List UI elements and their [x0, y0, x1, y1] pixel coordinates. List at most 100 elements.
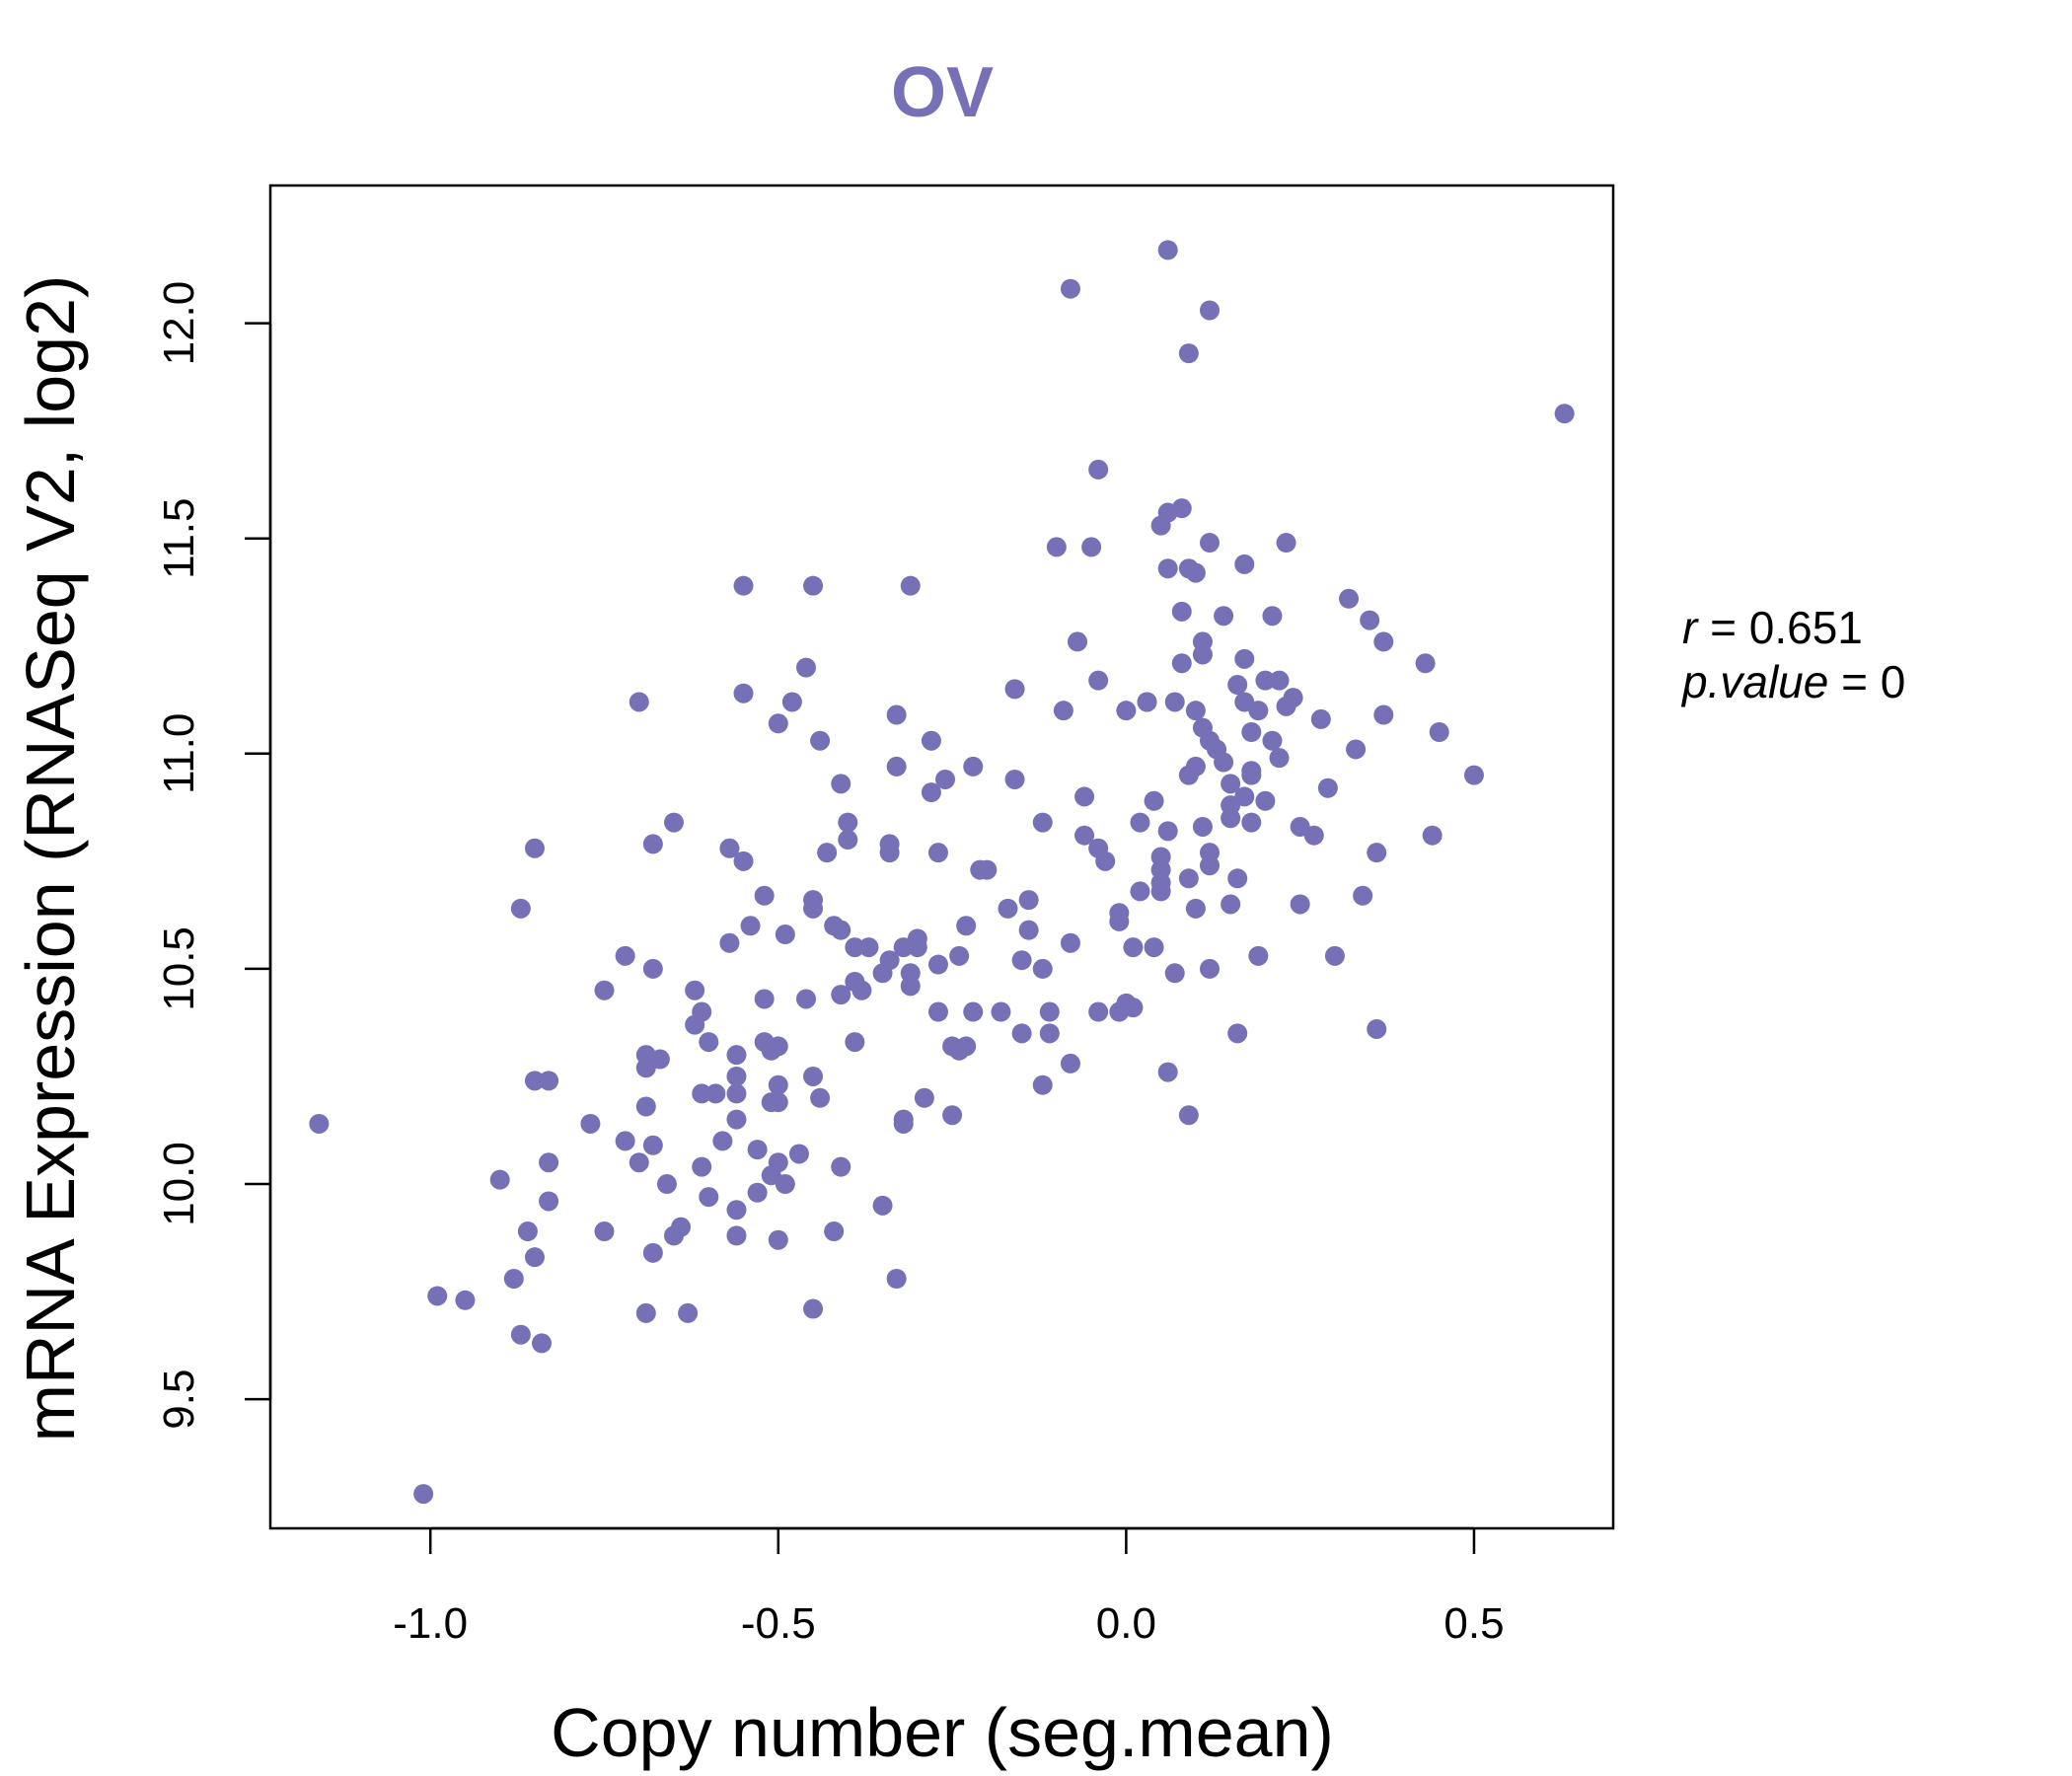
data-point	[1360, 610, 1380, 630]
data-point	[524, 1071, 545, 1091]
data-point	[942, 1105, 963, 1126]
data-point	[594, 980, 615, 1000]
data-point	[510, 898, 531, 919]
data-point	[664, 812, 685, 833]
data-point	[845, 937, 865, 958]
data-point	[838, 830, 858, 851]
data-point	[1123, 998, 1144, 1018]
data-point	[803, 898, 824, 919]
data-point	[1276, 533, 1296, 554]
data-point	[879, 843, 900, 863]
data-point	[726, 1225, 747, 1246]
data-point	[726, 1200, 747, 1221]
data-point	[1032, 958, 1053, 979]
y-tick-label: 12.0	[155, 281, 203, 366]
data-point	[1373, 704, 1394, 725]
data-point	[768, 1152, 788, 1173]
data-point	[642, 834, 663, 854]
data-point	[1088, 670, 1109, 691]
data-point	[740, 916, 761, 936]
data-point	[656, 1174, 677, 1195]
data-point	[1157, 240, 1178, 260]
data-point	[1262, 730, 1283, 751]
data-point	[1192, 644, 1213, 665]
data-point	[1214, 752, 1234, 773]
data-point	[1164, 963, 1185, 984]
data-point	[692, 1156, 712, 1177]
data-point	[900, 976, 921, 997]
data-point	[817, 843, 838, 863]
data-point	[1130, 812, 1150, 833]
data-point	[733, 575, 754, 596]
data-point	[580, 1113, 601, 1134]
data-point	[1053, 701, 1073, 721]
data-point	[886, 1268, 907, 1289]
data-point	[1011, 1023, 1032, 1044]
data-point	[503, 1268, 524, 1289]
data-point	[1032, 1074, 1053, 1095]
y-tick-label: 11.5	[155, 498, 203, 579]
data-point	[615, 1131, 635, 1151]
p-value-symbol: p.value	[1680, 656, 1828, 707]
data-point	[754, 885, 775, 906]
y-tick-label: 11.0	[155, 713, 203, 794]
data-point	[733, 851, 754, 871]
data-point	[642, 1242, 663, 1263]
data-point	[1463, 765, 1484, 785]
data-point	[1554, 404, 1575, 424]
data-point	[705, 1083, 726, 1104]
data-point	[635, 1302, 656, 1323]
data-point	[775, 925, 795, 945]
data-point	[831, 920, 851, 940]
data-point	[963, 756, 984, 777]
data-point	[699, 1032, 719, 1053]
data-point	[1283, 688, 1303, 708]
data-point	[1157, 558, 1178, 579]
data-point	[893, 1109, 914, 1130]
data-point	[1150, 859, 1171, 880]
data-point	[510, 1324, 531, 1345]
data-point	[1157, 821, 1178, 842]
data-point	[803, 575, 824, 596]
data-point	[1241, 812, 1262, 833]
data-point	[927, 954, 948, 975]
data-point	[998, 898, 1018, 919]
data-point	[1227, 1023, 1248, 1044]
data-point	[1303, 825, 1324, 846]
data-point	[1164, 692, 1185, 712]
data-point	[1068, 631, 1088, 652]
data-point	[594, 1221, 615, 1242]
data-point	[1422, 825, 1443, 846]
data-point	[838, 812, 858, 833]
data-point	[1353, 885, 1373, 906]
data-point	[1018, 920, 1039, 940]
data-point	[1199, 855, 1220, 876]
data-point	[810, 730, 831, 751]
data-point	[921, 782, 941, 803]
data-point	[927, 843, 948, 863]
r-value: 0.651	[1749, 602, 1863, 653]
data-point	[719, 932, 740, 953]
data-point	[851, 980, 872, 1000]
data-point	[1185, 562, 1206, 583]
data-point	[1150, 881, 1171, 902]
data-point	[1221, 808, 1241, 829]
data-point	[532, 1333, 553, 1354]
data-point	[768, 1036, 788, 1057]
data-point	[907, 928, 927, 949]
data-point	[1367, 843, 1387, 863]
data-point	[1074, 825, 1095, 846]
data-point	[1234, 554, 1255, 574]
data-point	[927, 1001, 948, 1022]
data-point	[963, 1001, 984, 1022]
data-point	[1269, 670, 1290, 691]
data-point	[977, 859, 998, 880]
data-point	[1290, 894, 1310, 915]
data-point	[726, 1066, 747, 1086]
data-point	[775, 1174, 795, 1195]
data-point	[921, 730, 941, 751]
data-point	[1144, 937, 1164, 958]
data-point	[1241, 721, 1262, 742]
data-point	[635, 1096, 656, 1117]
data-point	[1157, 1062, 1178, 1082]
